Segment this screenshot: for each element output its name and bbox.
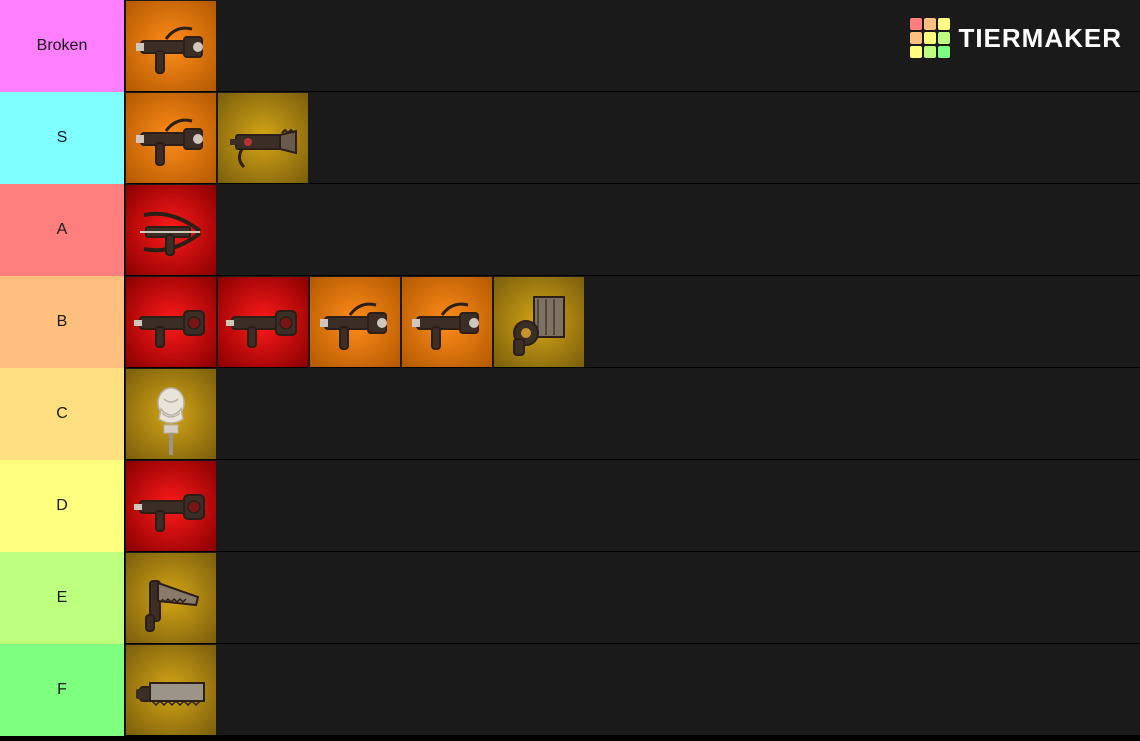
tier-label[interactable]: C bbox=[0, 368, 125, 460]
tier-items[interactable] bbox=[125, 460, 1140, 551]
item-vaccinator[interactable] bbox=[402, 277, 492, 367]
item-kritzkrieg[interactable] bbox=[126, 93, 216, 183]
item-overdose[interactable] bbox=[218, 277, 308, 367]
tier-items[interactable] bbox=[125, 276, 1140, 367]
tier-list: Broken S bbox=[0, 0, 1140, 736]
tier-items[interactable] bbox=[125, 552, 1140, 643]
logo-square bbox=[910, 46, 922, 58]
item-medigun-default[interactable] bbox=[126, 1, 216, 91]
logo-square bbox=[924, 46, 936, 58]
logo-square bbox=[924, 18, 936, 30]
logo-square bbox=[938, 32, 950, 44]
logo-square bbox=[910, 32, 922, 44]
item-quick-fix[interactable] bbox=[310, 277, 400, 367]
item-syringe-gun[interactable] bbox=[126, 461, 216, 551]
tier-items[interactable] bbox=[125, 92, 1140, 183]
tier-label[interactable]: S bbox=[0, 92, 125, 184]
logo-text: TIERMAKER bbox=[958, 23, 1122, 54]
tier-row: D bbox=[0, 460, 1140, 552]
item-ubersaw[interactable] bbox=[218, 93, 308, 183]
item-solemn-vow[interactable] bbox=[126, 369, 216, 459]
tier-label[interactable]: B bbox=[0, 276, 125, 368]
item-bonesaw[interactable] bbox=[126, 645, 216, 735]
tier-row: C bbox=[0, 368, 1140, 460]
tier-row: A bbox=[0, 184, 1140, 276]
logo-square bbox=[924, 32, 936, 44]
logo-squares bbox=[910, 18, 950, 58]
tier-items[interactable] bbox=[125, 644, 1140, 735]
logo-square bbox=[938, 18, 950, 30]
tier-row: F bbox=[0, 644, 1140, 736]
tier-label[interactable]: A bbox=[0, 184, 125, 276]
tier-label[interactable]: Broken bbox=[0, 0, 125, 92]
logo-square bbox=[938, 46, 950, 58]
item-amputator[interactable] bbox=[126, 553, 216, 643]
tier-items[interactable] bbox=[125, 368, 1140, 459]
tier-row: S bbox=[0, 92, 1140, 184]
tier-items[interactable] bbox=[125, 184, 1140, 275]
item-vita-saw[interactable] bbox=[494, 277, 584, 367]
item-crusaders-crossbow[interactable] bbox=[126, 185, 216, 275]
tier-row: E bbox=[0, 552, 1140, 644]
tier-label[interactable]: F bbox=[0, 644, 125, 736]
tier-row: B bbox=[0, 276, 1140, 368]
tier-label[interactable]: E bbox=[0, 552, 125, 644]
item-blutsauger[interactable] bbox=[126, 277, 216, 367]
tiermaker-logo: TIERMAKER bbox=[910, 18, 1122, 58]
tier-label[interactable]: D bbox=[0, 460, 125, 552]
logo-square bbox=[910, 18, 922, 30]
